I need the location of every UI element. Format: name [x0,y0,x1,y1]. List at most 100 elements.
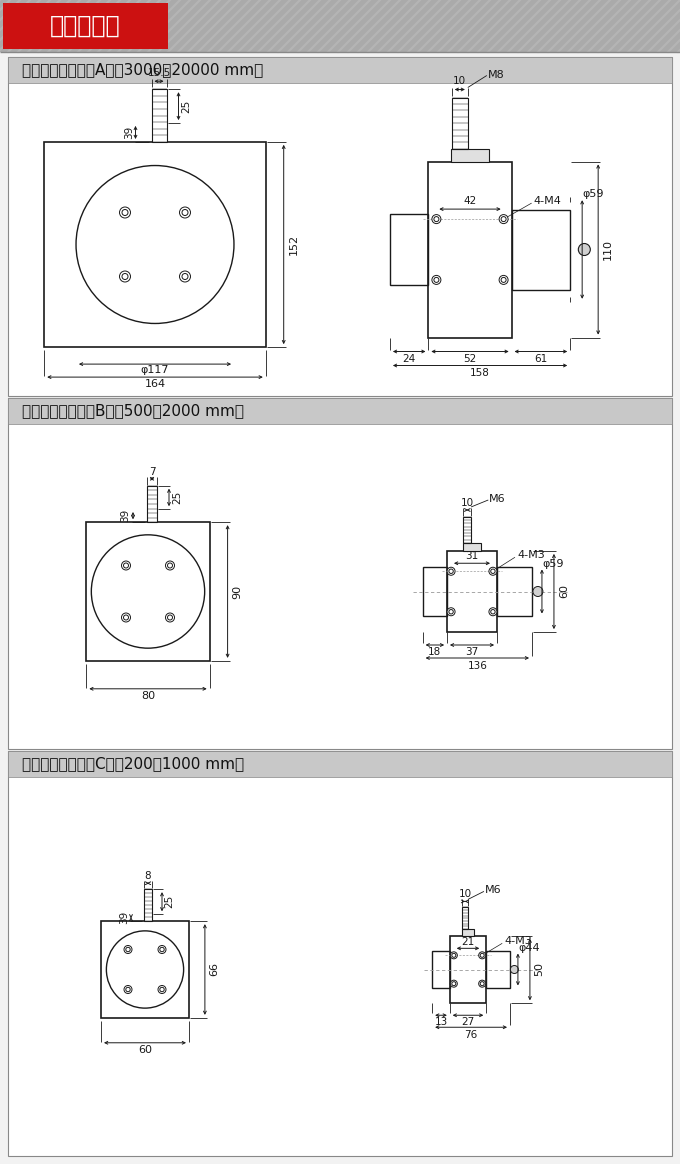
Text: 15.5: 15.5 [148,69,171,78]
Circle shape [489,608,497,616]
Bar [147,485,157,523]
Bar [86,523,209,661]
Circle shape [491,569,495,574]
Bar [8,398,672,424]
Text: 25: 25 [182,99,192,113]
Text: 39: 39 [120,509,130,523]
Circle shape [126,947,130,952]
Text: 4-M4: 4-M4 [534,196,562,206]
Bar [432,951,449,988]
Circle shape [480,953,484,957]
Text: φ117: φ117 [141,365,169,375]
Text: 61: 61 [534,354,547,363]
Text: 50: 50 [534,963,544,977]
Text: 4-M3: 4-M3 [517,551,545,560]
Circle shape [479,952,486,959]
Text: 60: 60 [559,584,569,598]
Bar [390,214,428,285]
Circle shape [124,615,129,620]
Text: 25: 25 [172,491,182,504]
Circle shape [501,217,506,221]
Bar [8,57,672,396]
Text: 110: 110 [603,239,613,260]
Text: 39: 39 [119,911,129,924]
Circle shape [122,274,128,279]
Bar [101,921,189,1017]
Text: φ59: φ59 [542,559,564,568]
Circle shape [450,980,458,987]
Circle shape [491,610,495,613]
Bar [8,751,672,778]
Bar [486,951,510,988]
Circle shape [480,981,484,986]
Bar [511,210,570,290]
Circle shape [449,569,454,574]
Circle shape [120,271,131,282]
Circle shape [124,563,129,568]
Text: 27: 27 [461,1017,475,1028]
Text: 39: 39 [124,126,135,139]
Text: 拉钢索式结构（中B型：500－2000 mm）: 拉钢索式结构（中B型：500－2000 mm） [22,404,244,419]
Bar [8,398,672,748]
Circle shape [122,613,131,622]
Bar [8,57,672,83]
Text: 80: 80 [141,690,155,701]
Circle shape [452,981,456,986]
Text: 66: 66 [209,963,219,977]
Text: 136: 136 [467,661,488,670]
Circle shape [489,567,497,575]
Circle shape [450,952,458,959]
Bar [8,751,672,1156]
Circle shape [158,986,166,994]
Circle shape [160,987,164,992]
Bar [447,551,497,632]
Circle shape [160,947,164,952]
Text: 31: 31 [465,552,479,561]
Bar [152,90,167,142]
Circle shape [449,610,454,613]
Circle shape [501,277,506,283]
Text: 7: 7 [149,467,155,477]
Text: 76: 76 [464,1030,477,1041]
Bar [497,567,532,617]
Text: 8: 8 [145,871,152,881]
Text: 10: 10 [454,77,466,86]
Bar [462,908,468,929]
Text: 10: 10 [458,889,471,900]
Circle shape [434,277,439,283]
Text: 21: 21 [461,937,475,947]
Text: M6: M6 [490,494,506,504]
Circle shape [452,953,456,957]
Circle shape [165,613,175,622]
Text: 25: 25 [164,895,174,908]
Circle shape [122,561,131,570]
Bar [464,517,471,542]
Circle shape [533,587,543,596]
Circle shape [124,945,132,953]
Circle shape [479,980,486,987]
Circle shape [447,567,455,575]
Text: 24: 24 [403,354,416,363]
Circle shape [499,276,508,284]
Circle shape [578,243,590,256]
Text: 90: 90 [233,584,243,598]
Circle shape [76,165,234,324]
Circle shape [180,207,190,218]
Bar [464,542,481,551]
Bar [3,3,168,49]
Bar [423,567,447,617]
Text: 10: 10 [461,498,474,508]
Circle shape [167,563,173,568]
Text: φ44: φ44 [518,943,539,952]
Circle shape [182,210,188,215]
Circle shape [120,207,131,218]
Circle shape [180,271,190,282]
Circle shape [126,987,130,992]
Text: 安装示意图: 安装示意图 [50,14,121,38]
Bar [144,889,152,921]
Circle shape [165,561,175,570]
Bar [451,149,489,162]
Text: 4-M3: 4-M3 [505,936,532,946]
Text: 拉钢索式结构（小C型：200－1000 mm）: 拉钢索式结构（小C型：200－1000 mm） [22,757,244,772]
Text: 42: 42 [463,196,477,206]
